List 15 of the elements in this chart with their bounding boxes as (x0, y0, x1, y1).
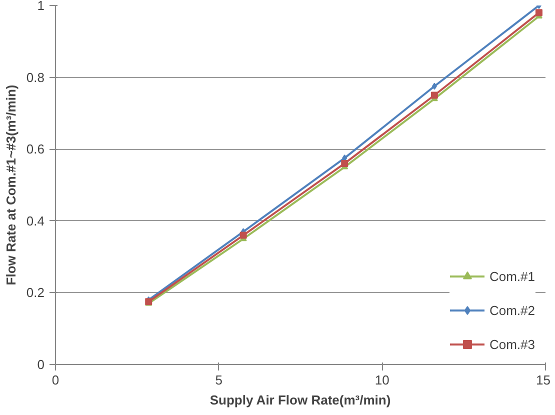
legend-label: Com.#2 (489, 302, 535, 318)
y-tick-label: 1 (37, 0, 45, 13)
x-axis-title: Supply Air Flow Rate(m³/min) (210, 392, 391, 408)
y-tick-label: 0.8 (26, 70, 45, 85)
x-tick-label: 5 (215, 372, 222, 388)
y-tick-label: 0.4 (26, 213, 45, 228)
x-tick-label: 0 (52, 372, 60, 388)
legend-label: Com.#1 (489, 268, 535, 284)
legend-label: Com.#3 (489, 336, 535, 352)
y-tick-label: 0.2 (26, 285, 45, 300)
x-tick-label: 10 (374, 372, 390, 388)
y-tick-label: 0.6 (26, 142, 45, 157)
y-tick-label: 0 (37, 357, 45, 372)
x-tick-label: 15 (536, 372, 551, 388)
y-axis-title: Flow Rate at Com.#1~#3(m³/min) (3, 84, 18, 286)
